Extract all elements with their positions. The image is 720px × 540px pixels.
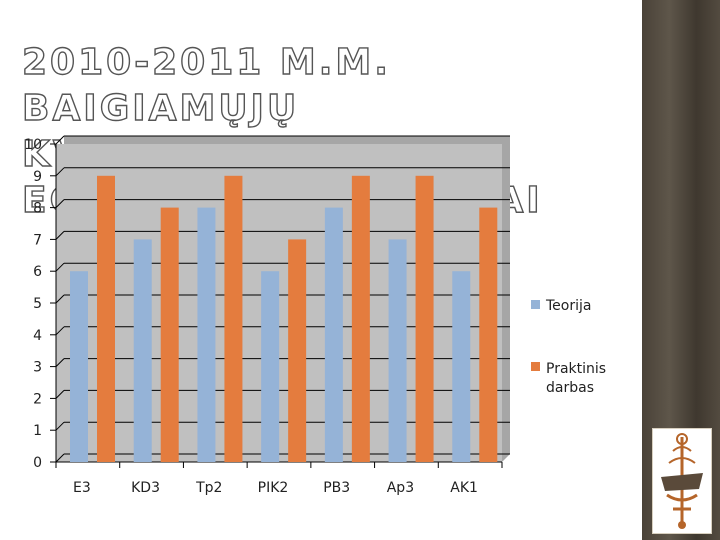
gridline-depth — [55, 262, 65, 272]
bar-praktinis-darbas-tp2 — [224, 175, 243, 463]
gridline-depth — [55, 453, 65, 463]
bar-teorija-pik2 — [261, 271, 280, 462]
legend-label-praktinis: Praktinis — [546, 361, 606, 377]
legend-label-teorija: Teorija — [545, 298, 591, 314]
y-tick-label: 4 — [33, 328, 42, 344]
bar-praktinis-darbas-pb3 — [351, 175, 370, 463]
x-tick-label: AK1 — [450, 480, 478, 496]
gridline-depth — [55, 358, 65, 367]
bar-teorija-e3 — [70, 271, 88, 462]
x-tick-label: Tp2 — [195, 480, 222, 496]
gridline-depth — [55, 199, 65, 208]
x-tick-label: PB3 — [323, 480, 350, 496]
y-tick-label: 7 — [33, 232, 42, 248]
bar-teorija-kd3 — [133, 239, 152, 462]
gridline-depth — [55, 135, 65, 145]
y-tick-label: 8 — [33, 201, 42, 217]
gridline-depth — [55, 390, 65, 399]
school-emblem-icon — [652, 428, 712, 534]
bar-chart: 0 1 2 3 4 5 6 7 8 9 10 E3 KD3 Tp2 PIK2 PB3 Ap3 AK1 Teorija… — [24, 135, 606, 496]
legend-label-darbas: darbas — [546, 380, 594, 396]
y-tick-label: 9 — [33, 169, 42, 185]
x-tick-label: Ap3 — [387, 480, 414, 496]
x-tick-label: E3 — [73, 480, 91, 496]
bar-praktinis-darbas-ap3 — [415, 175, 434, 463]
y-tick-label: 6 — [33, 264, 42, 280]
gridline-depth — [55, 294, 65, 304]
bar-teorija-tp2 — [197, 207, 216, 462]
legend-swatch-praktinis-darbas — [531, 362, 540, 371]
y-tick-label: 0 — [33, 455, 42, 471]
y-tick-label: 2 — [33, 391, 42, 407]
x-tick-label: KD3 — [131, 480, 160, 496]
gridline-depth — [55, 167, 65, 177]
slide-title-line-1: 2010-2011 m.m. baigiamųjų — [21, 41, 391, 129]
bar-teorija-pb3 — [324, 207, 343, 462]
y-tick-label: 3 — [33, 360, 42, 376]
gridline-depth — [55, 326, 65, 336]
bar-teorija-ak1 — [452, 271, 471, 462]
y-tick-label: 1 — [33, 423, 42, 439]
bar-praktinis-darbas-e3 — [97, 175, 115, 463]
legend-swatch-teorija — [531, 300, 540, 309]
gridline-depth — [55, 421, 65, 431]
y-tick-label: 5 — [33, 296, 42, 312]
gridline-depth — [55, 231, 65, 240]
bar-teorija-ap3 — [388, 239, 407, 462]
x-tick-label: PIK2 — [258, 480, 289, 496]
bar-praktinis-darbas-ak1 — [479, 207, 498, 462]
y-tick-label: 10 — [24, 137, 42, 153]
bar-praktinis-darbas-pik2 — [288, 239, 307, 462]
bar-praktinis-darbas-kd3 — [160, 207, 179, 462]
